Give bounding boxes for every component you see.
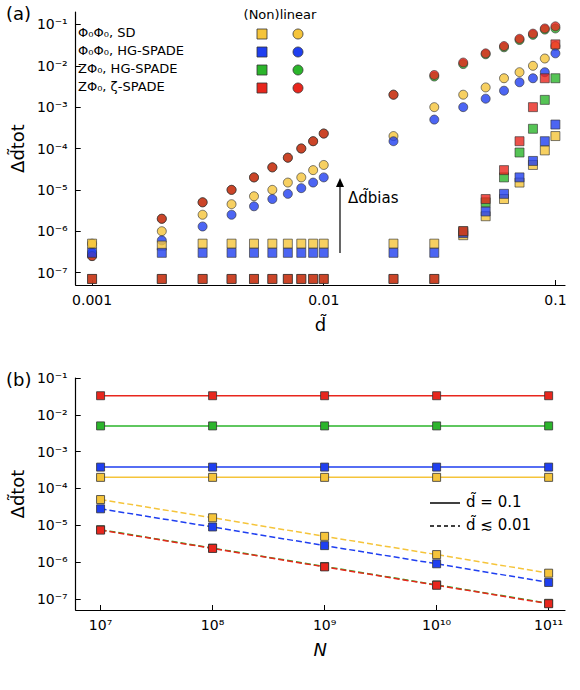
svg-text:10⁻⁴: 10⁻⁴ — [37, 141, 68, 157]
svg-text:10⁻⁷: 10⁻⁷ — [37, 265, 68, 281]
svg-text:10¹⁰: 10¹⁰ — [422, 617, 451, 633]
svg-text:Φ₀Φ₀, HG-SPADE: Φ₀Φ₀, HG-SPADE — [78, 43, 184, 58]
svg-text:10⁻⁴: 10⁻⁴ — [37, 480, 68, 496]
svg-text:Δd̃bias: Δd̃bias — [348, 188, 399, 207]
svg-text:10⁻³: 10⁻³ — [37, 444, 68, 460]
svg-text:10⁻¹: 10⁻¹ — [37, 16, 68, 32]
svg-text:10⁻⁶: 10⁻⁶ — [37, 223, 68, 239]
svg-text:N: N — [314, 639, 327, 660]
svg-text:10⁸: 10⁸ — [201, 617, 225, 633]
svg-text:Δd̃tot: Δd̃tot — [7, 470, 28, 519]
svg-text:d̃ = 0.1: d̃ = 0.1 — [466, 492, 521, 511]
svg-text:Δd̃tot: Δd̃tot — [7, 124, 28, 173]
svg-text:10⁻³: 10⁻³ — [37, 99, 68, 115]
svg-text:10⁻²: 10⁻² — [37, 58, 68, 74]
svg-text:ZΦ₀, ζ-SPADE: ZΦ₀, ζ-SPADE — [78, 79, 165, 94]
svg-text:10⁻⁷: 10⁻⁷ — [37, 591, 68, 607]
svg-text:d̃ ≲ 0.01: d̃ ≲ 0.01 — [466, 515, 531, 534]
svg-text:0.1: 0.1 — [544, 292, 566, 308]
svg-text:10⁻⁵: 10⁻⁵ — [37, 182, 68, 198]
svg-text:d̃: d̃ — [315, 314, 327, 335]
svg-text:10¹¹: 10¹¹ — [534, 617, 563, 633]
svg-text:(Non)linear: (Non)linear — [244, 7, 317, 22]
svg-text:10⁻¹: 10⁻¹ — [37, 370, 68, 386]
svg-text:(a): (a) — [6, 3, 31, 24]
svg-text:Φ₀Φ₀, SD: Φ₀Φ₀, SD — [78, 25, 135, 40]
svg-text:0.01: 0.01 — [308, 292, 339, 308]
svg-text:10⁻⁶: 10⁻⁶ — [37, 554, 68, 570]
svg-text:(b): (b) — [6, 369, 31, 390]
svg-text:10⁹: 10⁹ — [313, 617, 337, 633]
svg-text:10⁷: 10⁷ — [89, 617, 112, 633]
svg-text:10⁻⁵: 10⁻⁵ — [37, 517, 68, 533]
svg-text:0.001: 0.001 — [72, 292, 112, 308]
svg-text:10⁻²: 10⁻² — [37, 407, 68, 423]
svg-text:ZΦ₀, HG-SPADE: ZΦ₀, HG-SPADE — [78, 61, 178, 76]
